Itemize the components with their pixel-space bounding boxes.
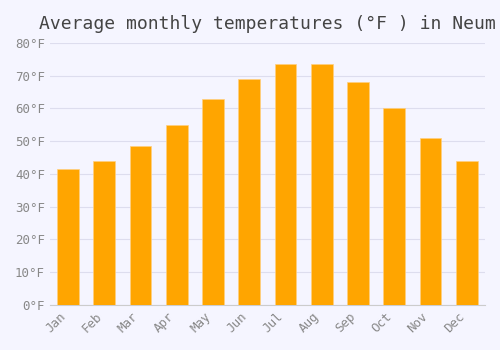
Bar: [274, 64, 296, 305]
Bar: [94, 161, 115, 305]
Bar: [202, 99, 224, 305]
Bar: [130, 146, 152, 305]
Bar: [347, 82, 369, 305]
Title: Average monthly temperatures (°F ) in Neum: Average monthly temperatures (°F ) in Ne…: [39, 15, 496, 33]
Bar: [456, 161, 477, 305]
Bar: [57, 169, 79, 305]
Bar: [238, 79, 260, 305]
Bar: [311, 64, 332, 305]
Bar: [420, 138, 442, 305]
Bar: [166, 125, 188, 305]
Bar: [384, 108, 405, 305]
